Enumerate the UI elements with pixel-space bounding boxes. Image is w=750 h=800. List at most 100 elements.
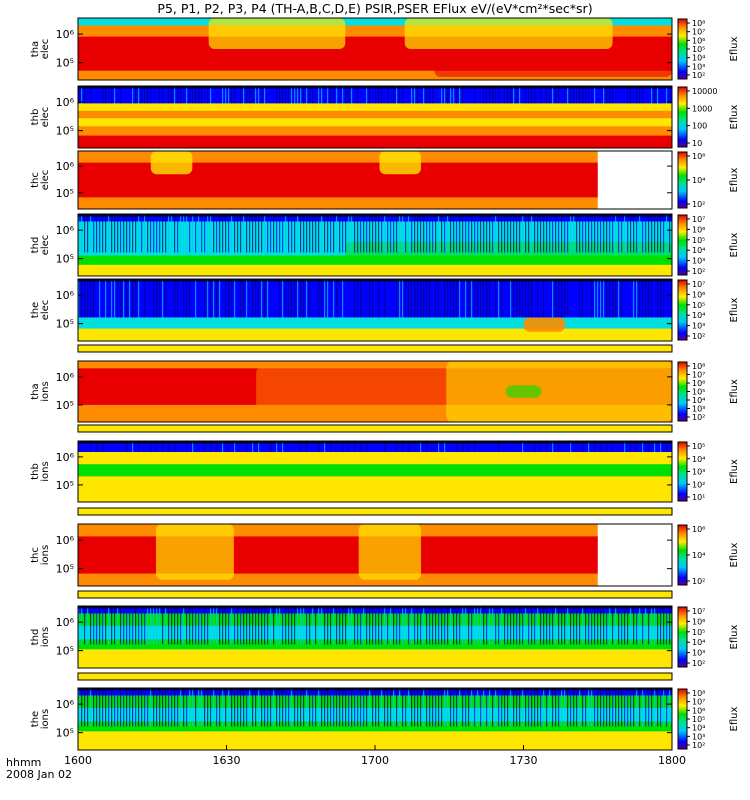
noise-stripe [555, 279, 557, 318]
noise-stripe [537, 606, 539, 645]
noise-stripe [564, 86, 566, 104]
noise-stripe [441, 279, 443, 318]
noise-stripe [225, 214, 227, 253]
noise-stripe [120, 606, 122, 645]
noise-stripe [168, 441, 170, 452]
noise-stripe [162, 688, 164, 727]
noise-stripe [411, 86, 413, 104]
noise-stripe [303, 214, 305, 253]
noise-stripe [390, 279, 392, 318]
noise-stripe [216, 606, 218, 645]
noise-stripe [420, 86, 422, 104]
noise-stripe [162, 606, 164, 645]
noise-stripe [540, 214, 542, 253]
noise-stripe [201, 688, 203, 727]
noise-stripe [378, 606, 380, 645]
noise-stripe [231, 606, 233, 645]
noise-stripe [339, 214, 341, 253]
noise-stripe [597, 606, 599, 645]
noise-stripe [258, 688, 260, 727]
noise-stripe [114, 214, 116, 253]
noise-stripe [330, 606, 332, 645]
colorbar-tick-label: 10⁵ [692, 628, 705, 637]
noise-stripe [588, 279, 590, 318]
noise-stripe [333, 86, 335, 104]
noise-stripe [237, 214, 239, 253]
noise-stripe [564, 688, 566, 727]
noise-stripe [258, 606, 260, 645]
noise-stripe [324, 606, 326, 645]
noise-stripe [192, 688, 194, 727]
noise-stripe [165, 279, 167, 318]
noise-stripe [471, 86, 473, 104]
noise-stripe [366, 441, 368, 452]
noise-stripe [342, 279, 344, 318]
noise-stripe [246, 214, 248, 253]
noise-stripe [150, 86, 152, 104]
noise-stripe [234, 606, 236, 645]
noise-stripe [651, 214, 653, 253]
noise-stripe [489, 214, 491, 253]
noise-stripe [480, 279, 482, 318]
noise-stripe [462, 86, 464, 104]
noise-stripe [540, 606, 542, 645]
noise-stripe [105, 279, 107, 318]
noise-stripe [180, 279, 182, 318]
noise-stripe [306, 688, 308, 727]
noise-stripe [483, 86, 485, 104]
noise-stripe [93, 86, 95, 104]
noise-stripe [600, 86, 602, 104]
noise-stripe [432, 279, 434, 318]
y-axis-label-species: elec [40, 235, 51, 256]
noise-stripe [270, 688, 272, 727]
noise-stripe [153, 279, 155, 318]
noise-stripe [654, 279, 656, 318]
noise-stripe [213, 279, 215, 318]
noise-stripe [666, 688, 668, 727]
noise-stripe [618, 441, 620, 452]
noise-stripe [258, 279, 260, 318]
spectrogram-band [78, 110, 672, 119]
noise-stripe [615, 606, 617, 645]
noise-stripe [567, 606, 569, 645]
colorbar-tick-label: 10³ [692, 468, 705, 477]
noise-stripe [462, 441, 464, 452]
noise-stripe [543, 214, 545, 253]
noise-stripe [174, 441, 176, 452]
noise-stripe [147, 214, 149, 253]
noise-stripe [471, 606, 473, 645]
y-tick-label: 10⁵ [56, 187, 74, 200]
noise-stripe [330, 688, 332, 727]
noise-stripe [513, 606, 515, 645]
noise-stripe [222, 606, 224, 645]
noise-stripe [288, 688, 290, 727]
noise-stripe [201, 279, 203, 318]
colorbar-tick-label: 10⁶ [692, 36, 705, 45]
noise-stripe [528, 441, 530, 452]
noise-stripe [522, 86, 524, 104]
noise-stripe [252, 86, 254, 104]
noise-stripe [390, 688, 392, 727]
noise-stripe [525, 86, 527, 104]
noise-stripe [444, 279, 446, 318]
colorbar-tick-label: 10² [692, 480, 705, 489]
noise-stripe [600, 279, 602, 318]
noise-stripe [204, 214, 206, 253]
noise-stripe [291, 688, 293, 727]
noise-stripe [363, 688, 365, 727]
noise-stripe [153, 86, 155, 104]
noise-stripe [93, 214, 95, 253]
noise-stripe [429, 214, 431, 253]
noise-stripe [636, 214, 638, 253]
noise-stripe [417, 86, 419, 104]
noise-stripe [663, 279, 665, 318]
noise-stripe [87, 606, 89, 645]
noise-stripe [639, 214, 641, 253]
noise-stripe [198, 214, 200, 253]
noise-stripe [474, 441, 476, 452]
y-axis-label-species: ions [40, 461, 51, 481]
saturation-line [78, 279, 672, 282]
noise-stripe [204, 86, 206, 104]
noise-stripe [201, 86, 203, 104]
noise-stripe [588, 86, 590, 104]
